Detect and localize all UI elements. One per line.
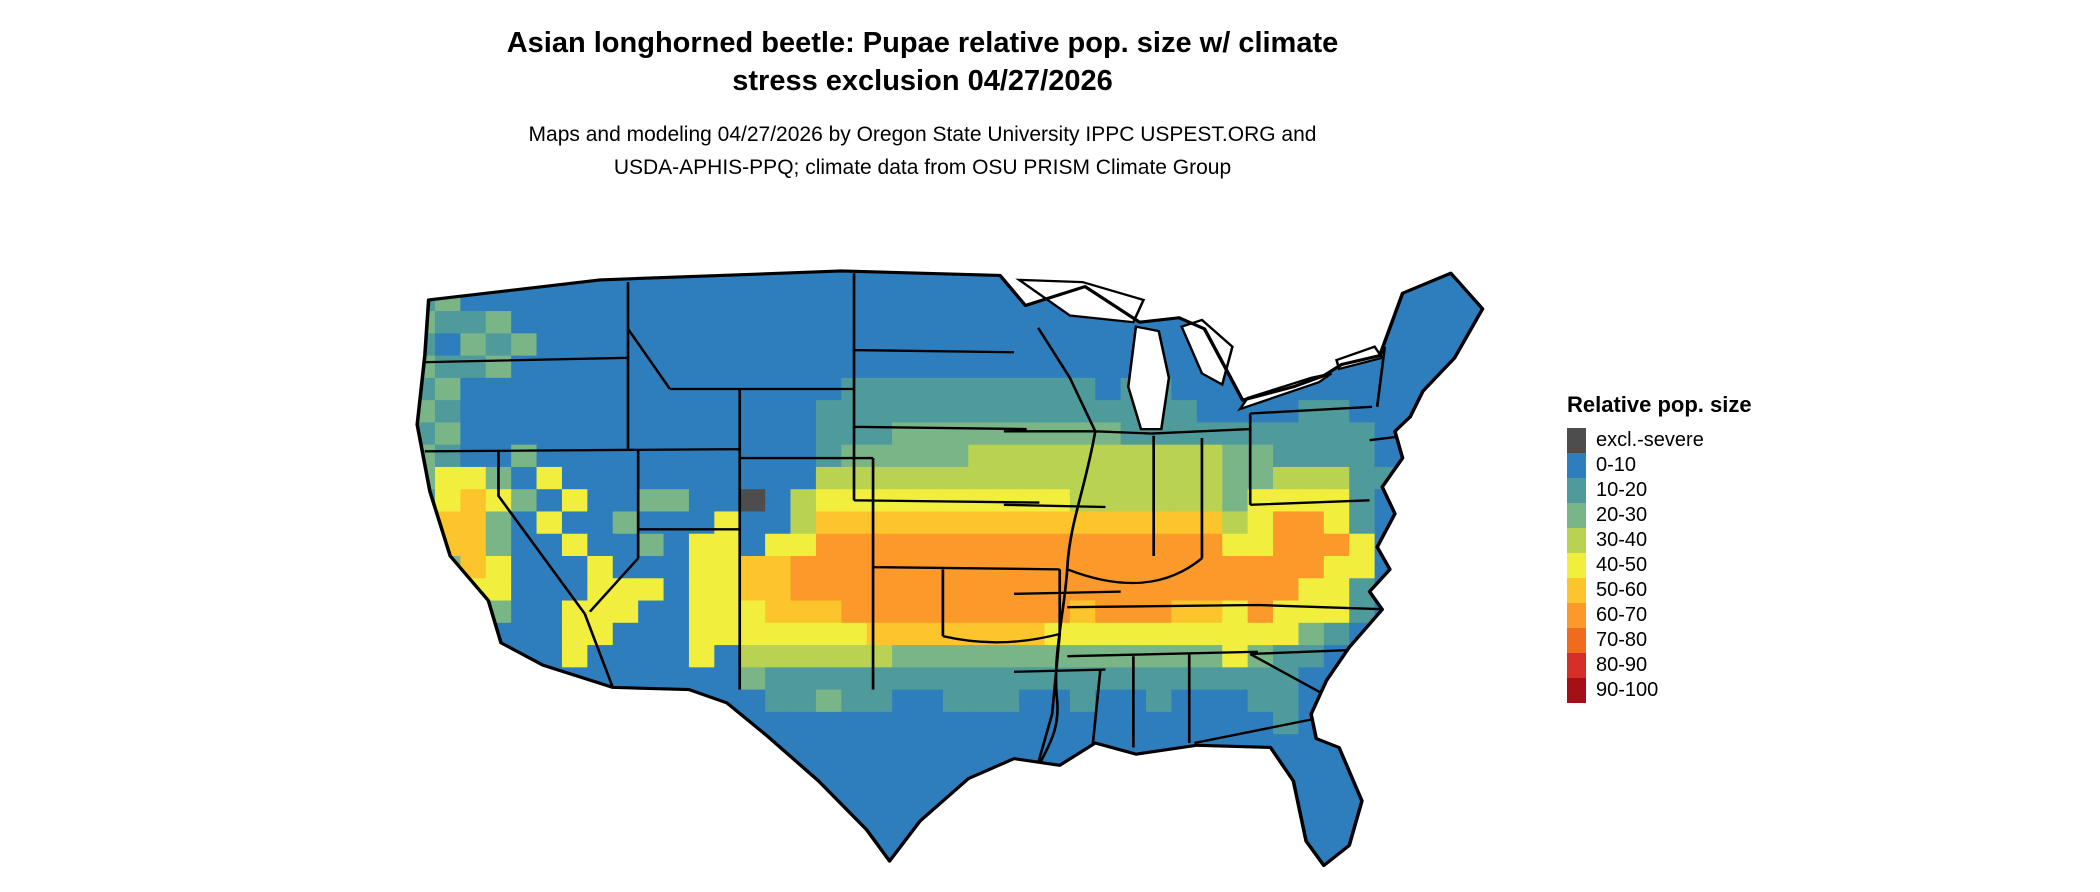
legend-swatch <box>1567 553 1586 578</box>
legend-label: 50-60 <box>1596 579 1648 601</box>
lake-michigan <box>1126 325 1171 431</box>
legend-swatch <box>1567 628 1586 653</box>
legend-swatch <box>1567 503 1586 528</box>
figure-title: Asian longhorned beetle: Pupae relative … <box>0 24 1845 100</box>
legend: Relative pop. size excl.-severe 0-10 10-… <box>1567 392 1752 703</box>
figure-subtitle-line2: USDA-APHIS-PPQ; climate data from OSU PR… <box>613 156 1232 179</box>
legend-label: 80-90 <box>1596 654 1648 676</box>
legend-label: 90-100 <box>1596 679 1659 701</box>
lake-huron <box>1179 318 1234 387</box>
legend-row: excl.-severe <box>1567 428 1752 453</box>
legend-row: 80-90 <box>1567 653 1752 678</box>
legend-row: 40-50 <box>1567 553 1752 578</box>
legend-label: 60-70 <box>1596 604 1648 626</box>
legend-row: 20-30 <box>1567 503 1752 528</box>
legend-row: 70-80 <box>1567 628 1752 653</box>
legend-swatch <box>1567 478 1586 503</box>
legend-swatch <box>1567 428 1586 453</box>
legend-swatch <box>1567 578 1586 603</box>
figure-title-line1: Asian longhorned beetle: Pupae relative … <box>506 27 1339 59</box>
legend-label: excl.-severe <box>1596 429 1704 451</box>
legend-label: 10-20 <box>1596 479 1648 501</box>
legend-label: 30-40 <box>1596 529 1648 551</box>
legend-label: 0-10 <box>1596 454 1637 476</box>
us-outline <box>415 269 1485 868</box>
figure-subtitle: Maps and modeling 04/27/2026 by Oregon S… <box>0 118 1845 184</box>
figure-subtitle-line1: Maps and modeling 04/27/2026 by Oregon S… <box>528 123 1317 146</box>
lake-superior <box>1015 278 1146 324</box>
legend-row: 50-60 <box>1567 578 1752 603</box>
legend-swatch <box>1567 678 1586 703</box>
legend-row: 60-70 <box>1567 603 1752 628</box>
legend-swatch <box>1567 453 1586 478</box>
state-lines <box>419 273 1424 771</box>
legend-label: 20-30 <box>1596 504 1648 526</box>
legend-label: 40-50 <box>1596 554 1648 576</box>
legend-swatch <box>1567 653 1586 678</box>
legend-row: 0-10 <box>1567 453 1752 478</box>
legend-row: 30-40 <box>1567 528 1752 553</box>
legend-row: 90-100 <box>1567 678 1752 703</box>
legend-swatch <box>1567 528 1586 553</box>
legend-label: 70-80 <box>1596 629 1648 651</box>
legend-swatch <box>1567 603 1586 628</box>
great-lakes <box>1015 278 1385 431</box>
legend-title: Relative pop. size <box>1567 392 1752 417</box>
figure-title-line2: stress exclusion 04/27/2026 <box>732 65 1113 97</box>
legend-row: 10-20 <box>1567 478 1752 503</box>
us-map <box>415 269 1485 868</box>
